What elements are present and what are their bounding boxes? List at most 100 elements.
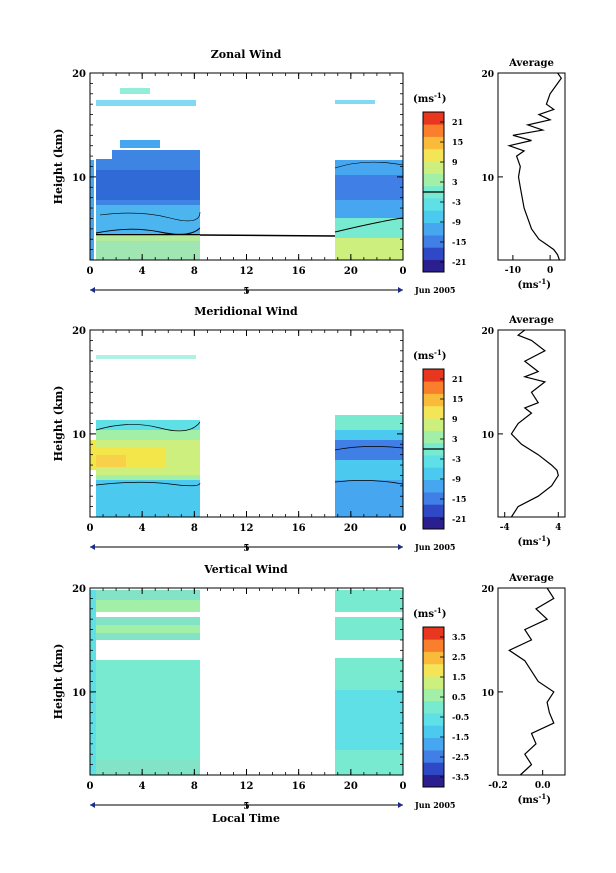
colorbar-segment [423,492,444,505]
heatmap-meridional [90,355,403,517]
colorbar-tick-label: -9 [452,217,461,227]
colorbar-tick-label: 15 [452,137,463,147]
average-units: (ms-1) [518,792,551,806]
colorbar-segment [423,627,444,640]
colorbar-tick-label: 0.5 [452,692,466,702]
date-label: Jun 2005 [414,285,455,295]
panel-title: Meridional Wind [194,305,298,318]
colorbar-segment [423,737,444,751]
colorbar-segment [423,198,444,211]
colorbar-units: (ms-1) [413,91,446,105]
x-tick-label: 20 [344,523,358,534]
x-tick-label: 16 [292,781,306,792]
average-profile-line [507,587,555,776]
x-tick-label: 12 [240,523,254,534]
average-x-tick-label: -10 [505,266,521,276]
y-tick-label: 10 [72,173,86,184]
x-tick-label: 16 [292,523,306,534]
date-axis-arrow-right [398,802,403,808]
colorbar-segment [423,418,444,431]
colorbar-segment [423,762,444,775]
colorbar-units: (ms-1) [413,348,446,362]
colorbar-tick-label: 3 [452,177,458,187]
colorbar-tick-label: -15 [452,494,466,504]
date-tick-label: 5 [243,802,249,812]
colorbar-tick-label: 1.5 [452,672,466,682]
date-axis-arrow-right [398,544,403,550]
y-axis-label: Height (km) [52,386,65,462]
colorbar-segment [423,663,444,677]
colorbar-tick-label: -21 [452,514,466,524]
y-tick-label: 20 [72,584,86,595]
average-units: (ms-1) [518,277,551,291]
colorbar-segment [423,467,444,481]
colorbar-segment [423,639,444,652]
y-tick-label: 10 [72,430,86,441]
colorbar-tick-label: -9 [452,474,461,484]
average-x-tick-label: -0.2 [488,781,507,791]
colorbar-tick-label: -3 [452,454,461,464]
colorbar-segment [423,173,444,187]
colorbar-segment [423,713,444,726]
colorbar-tick-label: 9 [452,414,458,424]
colorbar-segment [423,676,444,689]
average-x-tick-label: 0.0 [535,781,551,791]
x-tick-label: 8 [191,266,198,277]
y-axis-label: Height (km) [52,129,65,205]
colorbar-tick-label: 9 [452,157,458,167]
y-tick-label: 20 [72,69,86,80]
x-tick-label: 4 [139,266,146,277]
colorbar-segment [423,369,444,382]
colorbar-tick-label: -3.5 [452,772,469,782]
y-axis-label: Height (km) [52,644,65,720]
colorbar-frame [422,626,445,788]
date-tick-label: 5 [243,544,249,554]
colorbar-tick-label: 3.5 [452,632,466,642]
colorbar-segment [423,725,444,739]
colorbar-segment [423,393,444,407]
colorbar-segment [423,774,444,788]
colorbar-segment [423,136,444,150]
x-tick-label: 0 [87,523,94,534]
average-units: (ms-1) [518,534,551,548]
colorbar-segment [423,750,444,763]
average-title: Average [508,315,554,326]
average-y-tick-label: 10 [481,431,494,441]
colorbar-tick-label: 15 [452,394,463,404]
colorbar-segment [423,455,444,468]
colorbar-tick-label: -3 [452,197,461,207]
colorbar-tick-label: -15 [452,237,466,247]
average-x-tick-label: -4 [500,523,510,533]
x-tick-label: 4 [139,523,146,534]
colorbar-segment [423,405,444,419]
average-profile-line [510,329,559,518]
date-axis-arrow-right [398,287,403,293]
colorbar-segment [423,700,444,714]
colorbar-segment [423,247,444,260]
x-tick-label: 0 [400,266,407,277]
colorbar-tick-label: 3 [452,434,458,444]
x-tick-label: 0 [87,781,94,792]
colorbar-segment [423,210,444,224]
colorbar-tick-label: -0.5 [452,712,469,722]
colorbar-tick-label: -2.5 [452,752,469,762]
colorbar-segment [423,222,444,236]
x-tick-label: 16 [292,266,306,277]
panel-title: Vertical Wind [203,563,288,576]
average-y-tick-label: 20 [481,70,494,80]
colorbar-segment [423,112,444,125]
average-title: Average [508,573,554,584]
y-tick-label: 20 [72,326,86,337]
y-tick-label: 10 [72,688,86,699]
x-tick-label: 0 [400,523,407,534]
colorbar-segment [423,516,444,530]
panel-zonal: Zonal Wind [89,48,404,261]
colorbar-units: (ms-1) [413,606,446,620]
colorbar-segment [423,381,444,394]
x-tick-label: 8 [191,523,198,534]
x-tick-label: 0 [87,266,94,277]
average-y-tick-label: 10 [481,174,494,184]
average-frame [497,72,566,261]
date-axis-arrow-left [90,802,95,808]
